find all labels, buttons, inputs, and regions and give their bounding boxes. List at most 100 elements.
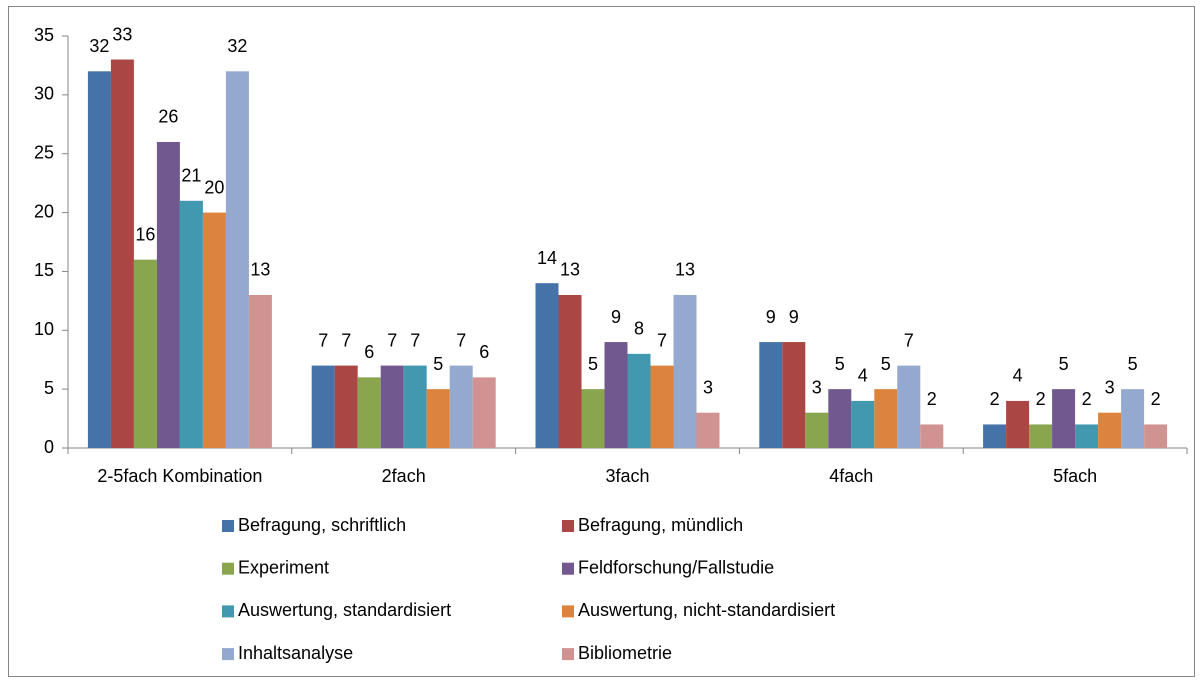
legend-label: Inhaltsanalyse <box>238 643 353 663</box>
bar <box>558 294 582 448</box>
x-tick-label: 5fach <box>1053 466 1097 486</box>
bar <box>874 389 898 448</box>
data-label: 4 <box>858 366 868 386</box>
y-tick-label: 0 <box>44 437 54 457</box>
bar <box>1006 400 1030 448</box>
bar <box>696 412 720 448</box>
bar <box>1029 424 1053 448</box>
bar <box>627 353 651 448</box>
data-label: 2 <box>990 389 1000 409</box>
y-tick-label: 5 <box>44 378 54 398</box>
bar <box>1075 424 1099 448</box>
data-label: 20 <box>204 177 224 197</box>
bar <box>403 365 427 448</box>
data-label: 7 <box>657 330 667 350</box>
data-label: 7 <box>387 330 397 350</box>
data-label: 9 <box>766 307 776 327</box>
data-label: 26 <box>158 107 178 127</box>
data-label: 5 <box>835 354 845 374</box>
legend-label: Experiment <box>238 557 329 577</box>
data-label: 3 <box>703 377 713 397</box>
bar <box>782 342 806 448</box>
bar <box>380 365 404 448</box>
bar <box>357 377 381 448</box>
bar <box>920 424 944 448</box>
y-tick-label: 15 <box>34 260 54 280</box>
bar <box>110 59 134 449</box>
data-label: 9 <box>789 307 799 327</box>
bar <box>202 212 226 448</box>
data-label: 7 <box>318 330 328 350</box>
data-label: 3 <box>812 377 822 397</box>
bar <box>851 400 875 448</box>
data-label: 13 <box>675 260 695 280</box>
x-tick-label: 4fach <box>829 466 873 486</box>
bar <box>673 294 697 448</box>
legend-label: Feldforschung/Fallstudie <box>578 557 774 577</box>
legend-swatch <box>562 520 574 532</box>
data-label: 2 <box>1151 389 1161 409</box>
data-label: 13 <box>560 260 580 280</box>
data-label: 5 <box>588 354 598 374</box>
legend-swatch <box>562 605 574 618</box>
bar <box>311 365 335 448</box>
data-label: 13 <box>250 260 270 280</box>
bar <box>650 365 674 448</box>
bar <box>334 365 358 448</box>
legend-swatch <box>222 648 234 661</box>
bar <box>1098 412 1122 448</box>
bar <box>472 377 496 448</box>
data-label: 5 <box>1128 354 1138 374</box>
legend-label: Auswertung, nicht-standardisiert <box>578 600 835 620</box>
data-label: 14 <box>537 248 557 268</box>
data-label: 7 <box>904 330 914 350</box>
data-label: 7 <box>410 330 420 350</box>
data-label: 7 <box>456 330 466 350</box>
data-label: 5 <box>433 354 443 374</box>
x-tick-label: 2-5fach Kombination <box>97 466 262 486</box>
data-label: 3 <box>1105 377 1115 397</box>
bar <box>225 71 249 449</box>
legend-swatch <box>562 562 574 575</box>
legend-label: Befragung, schriftlich <box>238 515 406 535</box>
data-label: 6 <box>479 342 489 362</box>
bar <box>604 342 628 448</box>
data-label: 5 <box>1059 354 1069 374</box>
data-label: 2 <box>1036 389 1046 409</box>
bar <box>805 412 829 448</box>
bar <box>759 342 783 448</box>
legend-swatch <box>222 520 234 532</box>
data-label: 9 <box>611 307 621 327</box>
bar <box>449 365 473 448</box>
bar <box>983 424 1007 448</box>
y-tick-label: 25 <box>34 142 54 162</box>
legend-swatch <box>222 605 234 618</box>
data-label: 4 <box>1013 366 1023 386</box>
data-label: 5 <box>881 354 891 374</box>
bar <box>535 283 559 448</box>
legend-label: Bibliometrie <box>578 643 672 663</box>
data-label: 7 <box>341 330 351 350</box>
data-label: 6 <box>364 342 374 362</box>
bar <box>248 294 272 448</box>
bar <box>1052 389 1076 448</box>
legend-swatch <box>562 648 574 661</box>
bar <box>1121 389 1145 448</box>
y-tick-label: 35 <box>34 25 54 45</box>
bar <box>87 71 111 449</box>
bar <box>426 389 450 448</box>
x-tick-label: 2fach <box>382 466 426 486</box>
bar <box>179 200 203 448</box>
legend-swatch <box>222 562 234 575</box>
x-tick-label: 3fach <box>605 466 649 486</box>
legend-label: Auswertung, standardisiert <box>238 600 451 620</box>
bar <box>156 141 180 448</box>
bar <box>581 389 605 448</box>
bar <box>897 365 921 448</box>
y-tick-label: 10 <box>34 319 54 339</box>
data-label: 33 <box>112 24 132 44</box>
data-label: 16 <box>135 224 155 244</box>
bar <box>1144 424 1168 448</box>
data-label: 8 <box>634 319 644 339</box>
